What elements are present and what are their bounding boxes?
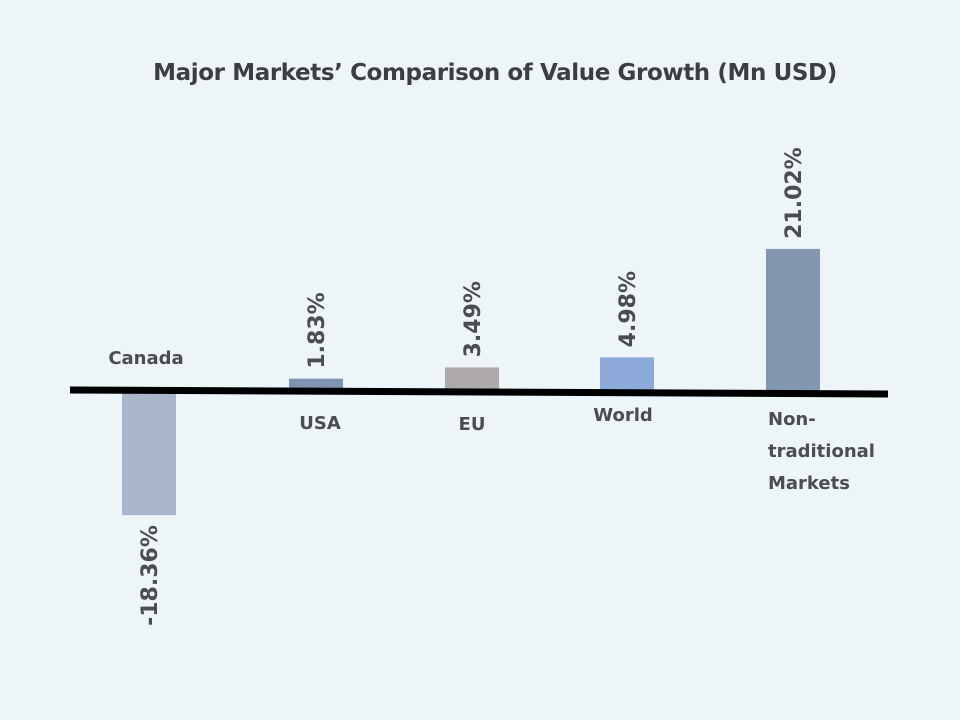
data-label-usa: 1.83% — [305, 292, 330, 368]
data-label-non-traditional-markets: 21.02% — [782, 147, 807, 239]
data-label-world: 4.98% — [616, 271, 641, 347]
data-label-eu: 3.49% — [461, 281, 486, 357]
bars-group — [122, 248, 820, 516]
zero-baseline — [69, 386, 889, 398]
labels-group: -18.36% Canada 1.83% USA 3.49% EU 4.98% World 21… — [108, 147, 875, 626]
category-label-world: World — [593, 405, 653, 426]
category-label-non-traditional-markets: Non-traditional Markets — [768, 409, 875, 494]
category-label-eu: EU — [459, 414, 486, 435]
category-label-canada: Canada — [108, 348, 183, 369]
bar-canada — [122, 391, 176, 516]
bar-eu — [445, 367, 499, 391]
chart-title: Major Markets’ Comparison of Value Growt… — [153, 60, 837, 86]
bar-world — [600, 357, 654, 391]
bar-non-traditional-markets — [766, 248, 820, 391]
category-label-usa: USA — [299, 413, 341, 434]
data-label-canada: -18.36% — [138, 525, 163, 626]
